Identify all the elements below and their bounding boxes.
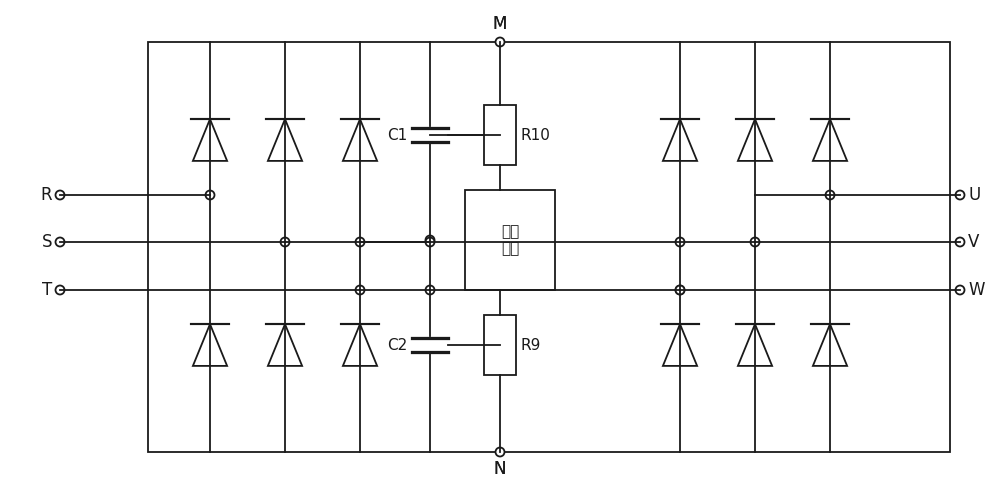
Text: N: N [494,460,506,478]
Circle shape [956,238,964,246]
Text: C2: C2 [387,338,407,352]
Text: R: R [40,186,52,204]
Circle shape [56,238,64,246]
Circle shape [426,236,434,245]
Text: M: M [493,15,507,33]
Circle shape [56,286,64,294]
Text: N: N [494,460,506,478]
Bar [484,105,516,165]
Circle shape [676,286,684,294]
Circle shape [496,447,505,457]
Circle shape [206,191,214,199]
Circle shape [750,238,760,246]
Text: R10: R10 [521,127,551,143]
Text: C1: C1 [387,127,407,143]
Circle shape [356,238,364,246]
Circle shape [496,38,505,47]
Text: T: T [42,281,52,299]
Circle shape [956,191,964,199]
Circle shape [676,238,684,246]
Bar [465,190,555,290]
Text: U: U [968,186,980,204]
Text: R9: R9 [521,338,541,352]
Circle shape [280,238,290,246]
Circle shape [56,191,64,199]
Text: W: W [968,281,984,299]
Circle shape [826,191,834,199]
Circle shape [676,286,684,294]
Text: V: V [968,233,979,251]
Circle shape [356,286,364,294]
Circle shape [426,238,434,246]
Circle shape [956,286,964,294]
Text: 泄放
电路: 泄放 电路 [501,224,519,256]
Circle shape [426,286,434,294]
Bar [148,42,950,452]
Bar [484,315,516,375]
Text: S: S [42,233,52,251]
Text: M: M [493,15,507,33]
